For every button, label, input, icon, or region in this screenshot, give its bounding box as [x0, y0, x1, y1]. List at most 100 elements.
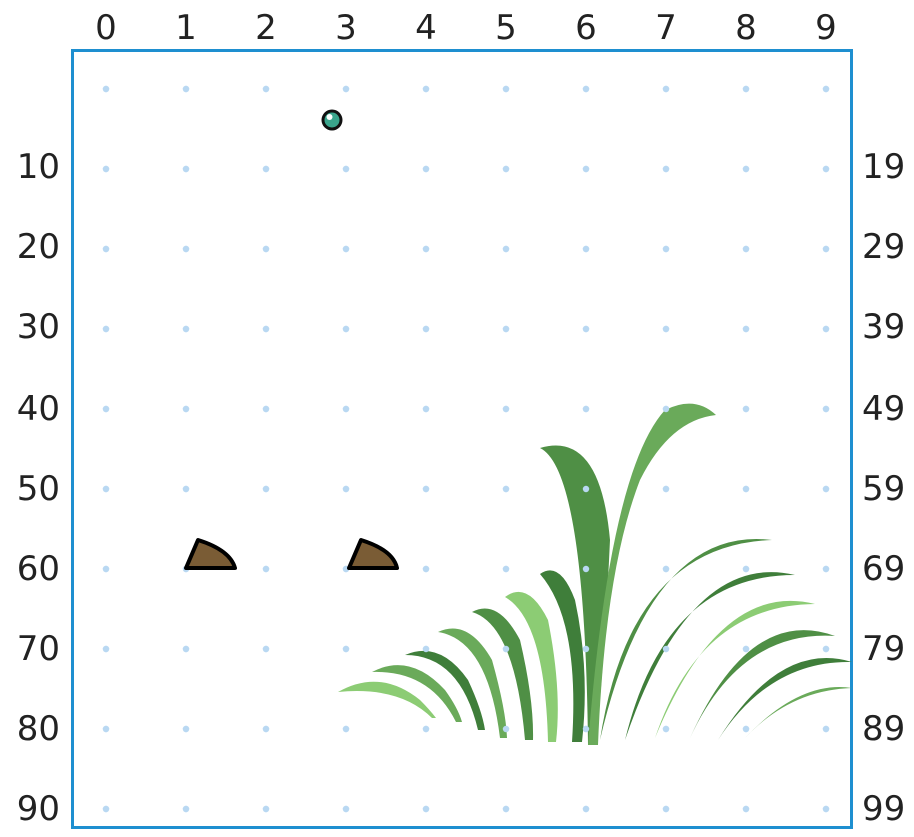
grid-dot: [182, 645, 190, 653]
grid-dot: [662, 325, 670, 333]
row-label-left: 60: [16, 549, 60, 589]
grid-dot: [182, 245, 190, 253]
column-label: 8: [735, 8, 757, 48]
grid-dot: [422, 245, 430, 253]
grid-dot: [102, 165, 110, 173]
grid-dot: [102, 405, 110, 413]
row-label-right: 69: [862, 549, 906, 589]
grid-dot: [182, 485, 190, 493]
column-label: 7: [655, 8, 677, 48]
grid-dot: [102, 725, 110, 733]
grid-dot: [742, 725, 750, 733]
grid-dot: [102, 485, 110, 493]
grid-dot: [582, 405, 590, 413]
grid-dot: [822, 485, 830, 493]
marble-body: [324, 112, 340, 128]
grid-dot: [422, 565, 430, 573]
grid-dot: [422, 645, 430, 653]
column-label: 2: [255, 8, 277, 48]
row-label-right: 99: [862, 789, 906, 829]
column-label: 0: [95, 8, 117, 48]
grid-dot: [342, 165, 350, 173]
grid-dot: [262, 645, 270, 653]
grid-dot: [182, 325, 190, 333]
grid-dot: [262, 245, 270, 253]
rock-icon: [347, 538, 399, 570]
grid-dot: [502, 645, 510, 653]
row-label-right: 89: [862, 709, 906, 749]
grass-blade: [588, 403, 716, 745]
grid-dots-overlay: [102, 85, 830, 813]
row-label-right: 59: [862, 469, 906, 509]
grid-dot: [662, 485, 670, 493]
grid-dot: [502, 805, 510, 813]
grid-dot: [422, 325, 430, 333]
grid-dot: [342, 405, 350, 413]
grid-dot: [582, 565, 590, 573]
grid-dot: [502, 245, 510, 253]
grid-dot: [822, 645, 830, 653]
grid-dot: [662, 645, 670, 653]
grid-dot: [342, 725, 350, 733]
marble-shine: [326, 114, 333, 120]
grid-dot: [822, 325, 830, 333]
grid-dot: [502, 85, 510, 93]
row-label-left: 50: [16, 469, 60, 509]
row-label-left: 90: [16, 789, 60, 829]
grid-dot: [822, 85, 830, 93]
grid-dot: [502, 725, 510, 733]
grid-dot: [182, 405, 190, 413]
grid-dot: [502, 565, 510, 573]
row-label-left: 70: [16, 629, 60, 669]
grid-dot: [662, 725, 670, 733]
grid-dot: [182, 85, 190, 93]
grid-dot: [102, 245, 110, 253]
grass-blade: [690, 630, 835, 738]
column-label: 5: [495, 8, 517, 48]
grid-dot: [582, 485, 590, 493]
column-label: 1: [175, 8, 197, 48]
grid-dot: [262, 565, 270, 573]
grass-blade: [745, 687, 852, 738]
grid-dot: [342, 805, 350, 813]
row-label-right: 39: [862, 307, 906, 347]
grid-dot: [502, 165, 510, 173]
grid-dot: [822, 245, 830, 253]
grid-dot: [502, 405, 510, 413]
grid-dot: [102, 805, 110, 813]
column-label: 3: [335, 8, 357, 48]
grid-dot: [342, 485, 350, 493]
marble-icon: [321, 109, 343, 131]
grid-dot: [662, 165, 670, 173]
grid-dot: [422, 85, 430, 93]
grid-dot: [742, 405, 750, 413]
grid-dot: [822, 805, 830, 813]
grass-icon: [338, 403, 852, 745]
grid-dot: [662, 85, 670, 93]
grass-blade: [540, 570, 585, 742]
rocks: [184, 538, 399, 570]
grid-dot: [102, 325, 110, 333]
rock-icon: [184, 538, 237, 570]
grid-dot: [342, 645, 350, 653]
grid-dot: [102, 565, 110, 573]
row-label-left: 40: [16, 389, 60, 429]
grass-blade: [438, 628, 507, 738]
row-label-left: 10: [16, 147, 60, 187]
grid-dot: [342, 325, 350, 333]
grid-dot: [582, 645, 590, 653]
grid-dot: [422, 165, 430, 173]
grid-dot: [742, 565, 750, 573]
grid-dot: [182, 165, 190, 173]
grid-dot: [582, 85, 590, 93]
column-label: 4: [415, 8, 437, 48]
grid-dot: [262, 485, 270, 493]
column-label: 9: [815, 8, 837, 48]
game-board: [71, 49, 853, 829]
grid-dot: [822, 725, 830, 733]
grid-dot: [822, 405, 830, 413]
grid-dot: [262, 405, 270, 413]
grid-dot: [102, 85, 110, 93]
grid-dot: [342, 85, 350, 93]
